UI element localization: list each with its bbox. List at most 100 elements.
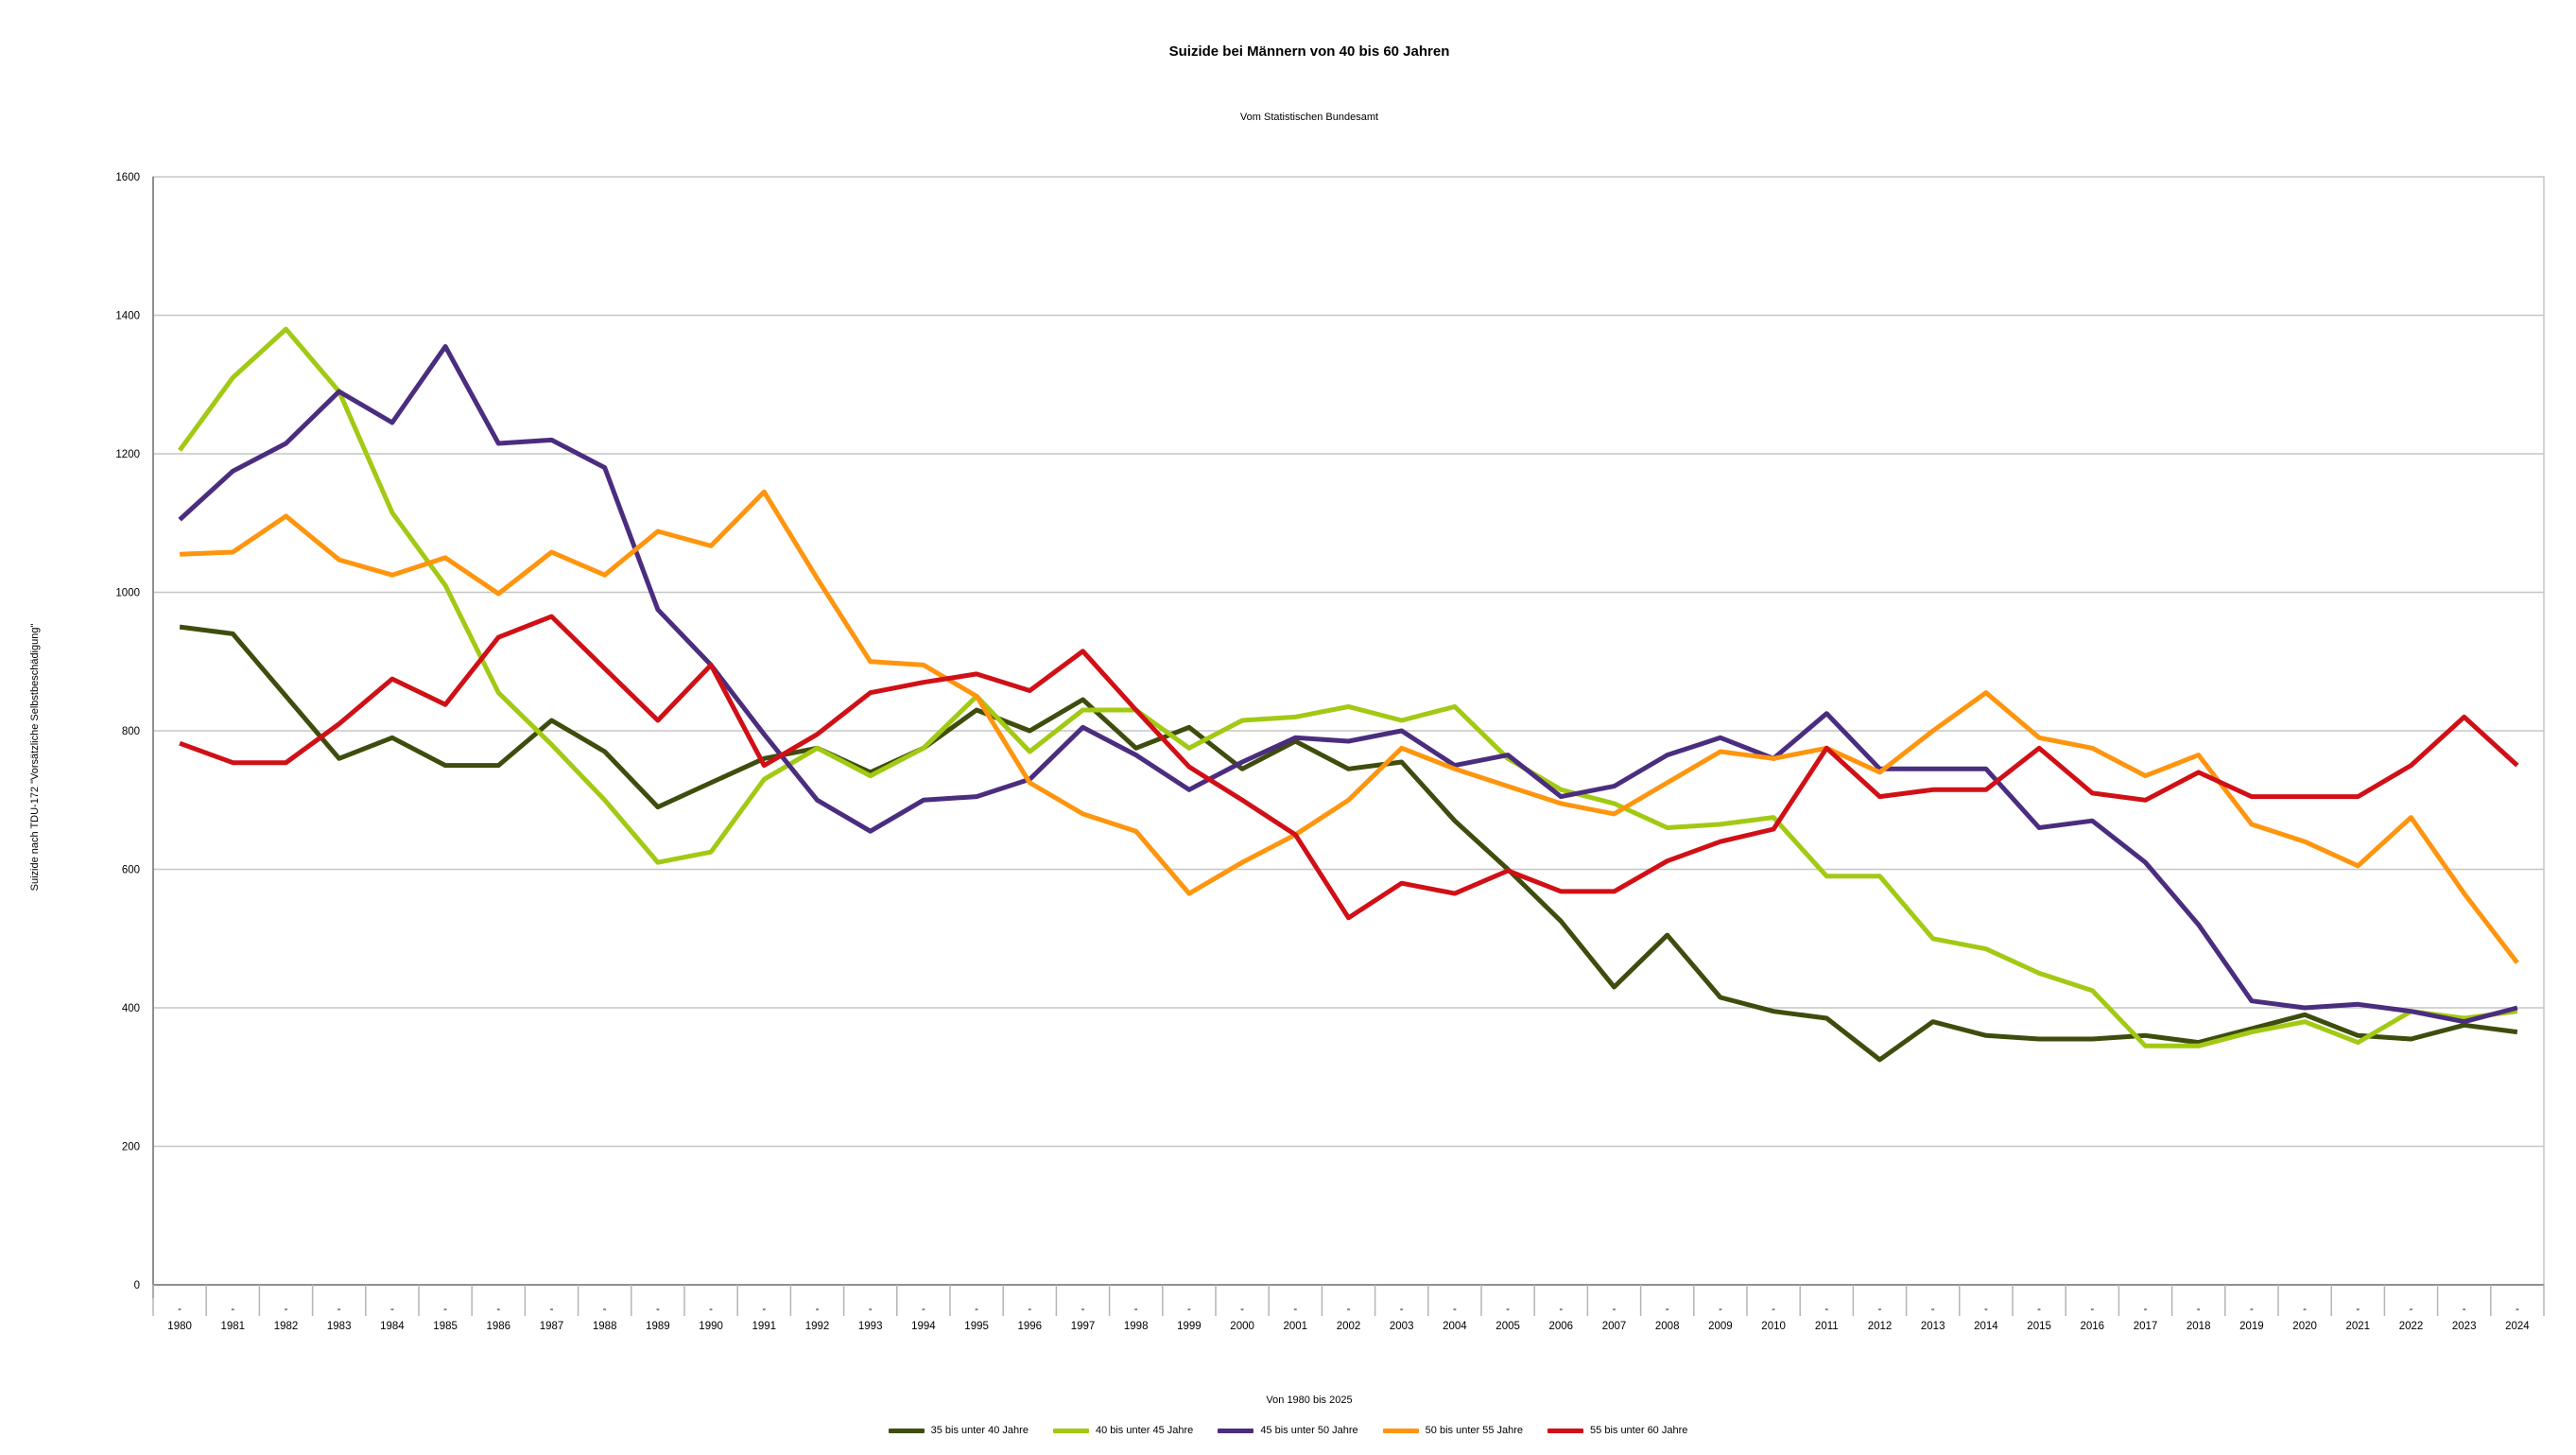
x-tick-label-1989: 1989 [646,1321,670,1332]
x-tick-prefix-1999: - [1187,1304,1191,1315]
x-tick-prefix-1994: - [922,1304,925,1315]
x-tick-prefix-2000: - [1240,1304,1244,1315]
x-tick-prefix-1989: - [656,1304,660,1315]
x-tick-label-1983: 1983 [327,1321,352,1332]
x-tick-prefix-2014: - [1984,1304,1988,1315]
x-tick-prefix-2016: - [2090,1304,2094,1315]
x-tick-prefix-2002: - [1347,1304,1351,1315]
x-tick-prefix-1982: - [285,1304,288,1315]
x-tick-label-2007: 2007 [1602,1321,1627,1332]
x-tick-label-1987: 1987 [540,1321,564,1332]
legend-swatch [888,1428,925,1433]
x-tick-prefix-2009: - [1719,1304,1722,1315]
series-line-45-bis-unter-50-jahre [178,344,2518,1025]
legend-item: 35 bis unter 40 Jahre [888,1425,1029,1436]
y-tick-label-200: 200 [122,1142,140,1153]
y-tick-label-1400: 1400 [115,311,140,322]
legend-swatch [1382,1428,1419,1433]
x-tick-prefix-2001: - [1293,1304,1297,1315]
x-tick-label-2011: 2011 [1815,1321,1839,1332]
x-tick-label-1996: 1996 [1018,1321,1043,1332]
x-tick-prefix-1987: - [550,1304,554,1315]
x-tick-label-1997: 1997 [1071,1321,1096,1332]
x-tick-label-2021: 2021 [2346,1321,2371,1332]
x-tick-prefix-2005: - [1506,1304,1510,1315]
x-tick-prefix-1986: - [496,1304,500,1315]
x-tick-prefix-1990: - [709,1304,713,1315]
x-tick-prefix-2004: - [1453,1304,1457,1315]
x-tick-label-2004: 2004 [1443,1321,1467,1332]
legend-item: 40 bis unter 45 Jahre [1052,1425,1193,1436]
y-tick-label-1600: 1600 [115,172,140,183]
legend: 35 bis unter 40 Jahre 40 bis unter 45 Jah… [0,1425,2576,1436]
x-tick-prefix-1991: - [762,1304,766,1315]
x-tick-label-2012: 2012 [1868,1321,1893,1332]
x-tick-label-1986: 1986 [487,1321,511,1332]
x-tick-label-2010: 2010 [1761,1321,1786,1332]
x-tick-label-1992: 1992 [805,1321,830,1332]
series-line-50-bis-unter-55-jahre [180,489,2519,964]
x-tick-label-2017: 2017 [2134,1321,2158,1332]
x-tick-prefix-1993: - [869,1304,873,1315]
x-tick-prefix-2023: - [2463,1304,2466,1315]
x-tick-label-2022: 2022 [2399,1321,2424,1332]
x-tick-label-1984: 1984 [380,1321,405,1332]
x-tick-prefix-2017: - [2144,1304,2148,1315]
legend-item: 45 bis unter 50 Jahre [1218,1425,1358,1436]
x-tick-label-1995: 1995 [964,1321,989,1332]
x-tick-prefix-2003: - [1400,1304,1404,1315]
x-tick-label-2014: 2014 [1974,1321,1998,1332]
x-tick-prefix-2012: - [1878,1304,1882,1315]
x-tick-prefix-2021: - [2356,1304,2360,1315]
x-tick-label-1998: 1998 [1124,1321,1149,1332]
x-tick-label-2020: 2020 [2292,1321,2317,1332]
x-tick-label-2016: 2016 [2081,1321,2105,1332]
x-tick-prefix-2019: - [2250,1304,2254,1315]
x-tick-prefix-1988: - [603,1304,607,1315]
x-tick-prefix-2008: - [1666,1304,1669,1315]
x-tick-label-1990: 1990 [699,1321,723,1332]
y-tick-labels: 0 200 400 600 800 1000 1200 1400 1600 [115,172,140,1291]
x-axis-title: Von 1980 bis 2025 [1266,1394,1353,1406]
x-tick-label-2013: 2013 [1921,1321,1945,1332]
x-tick-label-2009: 2009 [1708,1321,1733,1332]
x-tick-label-2024: 2024 [2505,1321,2530,1332]
legend-swatch [1547,1428,1584,1433]
legend-label: 55 bis unter 60 Jahre [1590,1425,1688,1436]
x-tick-prefix-2022: - [2410,1304,2413,1315]
x-tick-prefix-2024: - [2515,1304,2519,1315]
x-tick-label-2008: 2008 [1655,1321,1680,1332]
legend-swatch [1218,1428,1254,1433]
x-tick-label-1993: 1993 [858,1321,883,1332]
x-tick-label-2005: 2005 [1495,1321,1520,1332]
x-tick-prefix-1980: - [178,1304,182,1315]
x-tick-prefix-2015: - [2037,1304,2041,1315]
x-tick-prefix-2020: - [2303,1304,2307,1315]
legend-label: 45 bis unter 50 Jahre [1260,1425,1358,1436]
x-tick-label-1980: 1980 [167,1321,192,1332]
chart-subtitle: Vom Statistischen Bundesamt [1239,112,1379,123]
x-tick-label-2018: 2018 [2187,1321,2211,1332]
y-tick-label-1200: 1200 [115,449,140,460]
series-line-40-bis-unter-45-jahre [178,326,2518,1048]
x-tick-prefix-2006: - [1559,1304,1563,1315]
legend-swatch [1052,1428,1089,1433]
x-tick-prefix-1985: - [443,1304,447,1315]
x-tick-prefix-2007: - [1613,1304,1616,1315]
x-tick-prefix-2010: - [1772,1304,1775,1315]
x-tick-prefix-1998: - [1134,1304,1138,1315]
legend-label: 50 bis unter 55 Jahre [1425,1425,1524,1436]
y-tick-label-600: 600 [122,865,140,876]
x-tick-prefix-1992: - [816,1304,820,1315]
x-tick-prefix-1984: - [390,1304,394,1315]
x-tick-prefix-1996: - [1028,1304,1031,1315]
x-tick-label-2000: 2000 [1230,1321,1254,1332]
x-tick-label-2023: 2023 [2452,1321,2477,1332]
y-tick-label-400: 400 [122,1003,140,1014]
x-tick-label-2003: 2003 [1390,1321,1414,1332]
x-tick-label-1988: 1988 [593,1321,617,1332]
x-tick-label-1991: 1991 [752,1321,777,1332]
x-tick-labels: - 1980 - 1981 - 1982 - 1983 - 1984 - 1985 - 1986 - 1987… [167,1304,2530,1332]
legend-label: 35 bis unter 40 Jahre [930,1425,1029,1436]
